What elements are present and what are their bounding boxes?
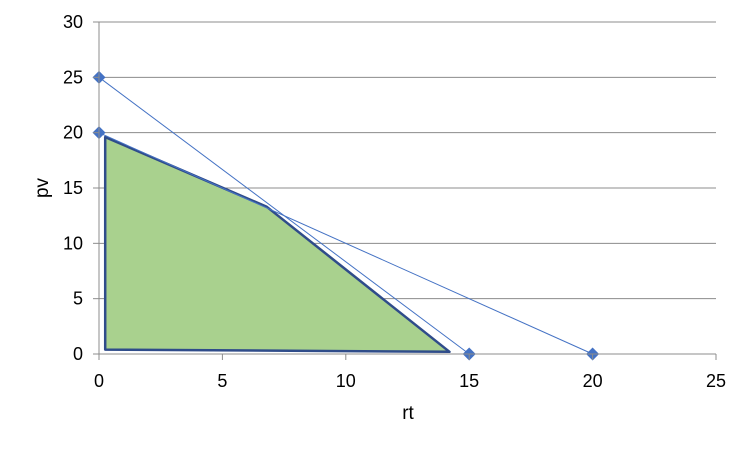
x-tick-label-20: 20 bbox=[583, 371, 603, 391]
y-tick-label-30: 30 bbox=[63, 12, 83, 32]
x-tick-label-0: 0 bbox=[94, 371, 104, 391]
y-axis-title: pv bbox=[32, 177, 53, 198]
series-layer bbox=[92, 70, 600, 361]
series-2-line bbox=[98, 132, 593, 355]
region-layer bbox=[103, 135, 451, 354]
y-tick-label-10: 10 bbox=[63, 233, 83, 253]
y-tick-label-5: 5 bbox=[73, 289, 83, 309]
feasible-region bbox=[103, 135, 451, 354]
x-tick-label-15: 15 bbox=[459, 371, 479, 391]
y-tick-label-0: 0 bbox=[73, 344, 83, 364]
axis-layer bbox=[93, 21, 717, 360]
x-tick-label-5: 5 bbox=[217, 371, 227, 391]
tick-label-layer: 0 5 10 15 20 25 0 5 10 15 20 25 30 bbox=[63, 12, 726, 391]
x-axis-title: rt bbox=[402, 403, 414, 424]
y-tick-label-15: 15 bbox=[63, 178, 83, 198]
y-tick-label-20: 20 bbox=[63, 123, 83, 143]
x-tick-label-25: 25 bbox=[706, 371, 726, 391]
y-tick-label-25: 25 bbox=[63, 67, 83, 87]
x-tick-label-10: 10 bbox=[336, 371, 356, 391]
